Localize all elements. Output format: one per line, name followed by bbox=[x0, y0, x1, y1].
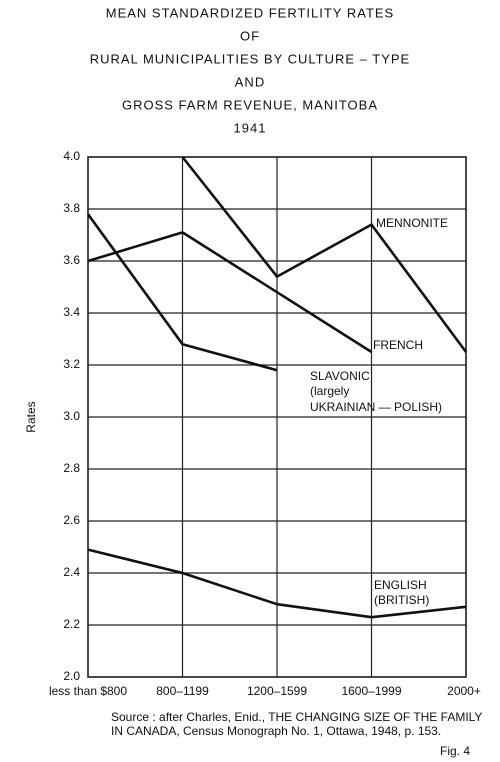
y-tick-label: 3.0 bbox=[63, 409, 80, 423]
x-tick-label: less than $800 bbox=[49, 684, 127, 698]
chart-title: OF bbox=[240, 28, 260, 43]
series-label: (BRITISH) bbox=[374, 593, 429, 607]
chart-title: MEAN STANDARDIZED FERTILITY RATES bbox=[106, 5, 394, 20]
series-label: UKRAINIAN — POLISH) bbox=[310, 400, 442, 414]
source: IN CANADA, Census Monograph No. 1, Ottaw… bbox=[111, 724, 441, 738]
x-tick-label: 2000+ bbox=[447, 684, 481, 698]
y-tick-label: 3.8 bbox=[63, 201, 80, 215]
line-series bbox=[181, 156, 468, 353]
chart-title: 1941 bbox=[234, 120, 267, 135]
series-label: (largely bbox=[310, 384, 349, 398]
series-label: FRENCH bbox=[373, 338, 423, 352]
y-tick-label: 3.2 bbox=[63, 357, 80, 371]
x-tick-label: 1200–1599 bbox=[247, 684, 307, 698]
chart-title: RURAL MUNICIPALITIES BY CULTURE – TYPE bbox=[90, 51, 410, 66]
line-series bbox=[86, 213, 278, 372]
y-tick-label: 2.8 bbox=[63, 461, 80, 475]
y-tick-label: 4.0 bbox=[63, 149, 80, 163]
line-series bbox=[87, 548, 467, 619]
y-tick-label: 2.2 bbox=[63, 617, 80, 631]
x-tick-label: 800–1199 bbox=[156, 684, 209, 698]
line-series bbox=[87, 231, 373, 354]
x-tick-label: 1600–1999 bbox=[341, 684, 401, 698]
source: Source : after Charles, Enid., THE CHANG… bbox=[111, 710, 482, 724]
series-label: ENGLISH bbox=[374, 578, 427, 592]
series-label: MENNONITE bbox=[376, 216, 448, 230]
figure-label: Fig. 4 bbox=[440, 744, 470, 758]
series-label: SLAVONIC bbox=[310, 369, 370, 383]
y-axis-label: Rates bbox=[24, 401, 38, 432]
y-tick-label: 2.4 bbox=[63, 565, 80, 579]
y-tick-label: 2.6 bbox=[63, 513, 80, 527]
y-tick-label: 3.6 bbox=[63, 253, 80, 267]
y-tick-label: 3.4 bbox=[63, 305, 80, 319]
chart-title: AND bbox=[235, 74, 265, 89]
y-tick-label: 2.0 bbox=[63, 669, 80, 683]
chart-title: GROSS FARM REVENUE, MANITOBA bbox=[122, 97, 378, 112]
